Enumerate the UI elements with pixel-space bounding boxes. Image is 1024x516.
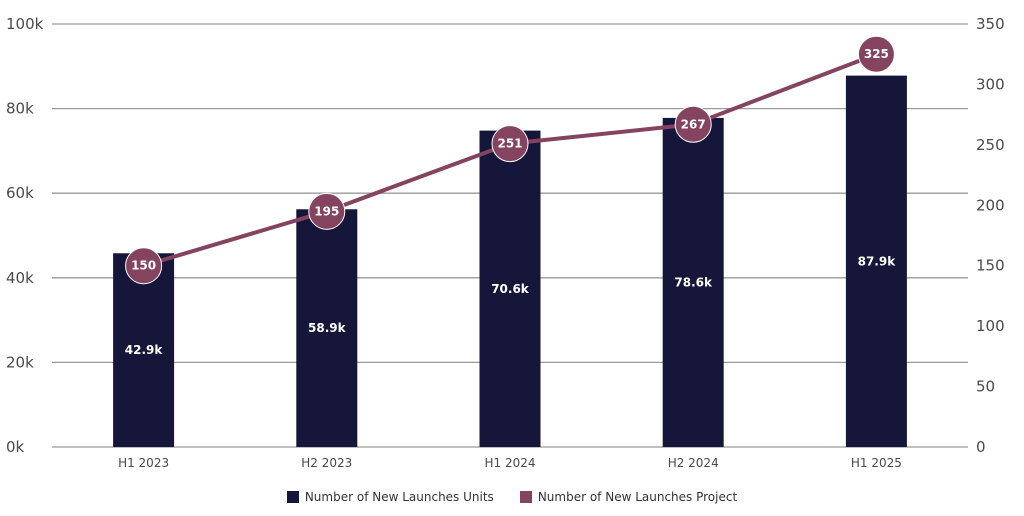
y-left-tick-label: 80k (6, 100, 34, 118)
line-data-label: 251 (497, 137, 522, 151)
bar-data-label: 58.9k (308, 321, 347, 335)
line-data-label: 195 (314, 204, 339, 218)
line-point (308, 192, 346, 230)
x-tick-label: H1 2024 (484, 456, 535, 470)
bar (296, 209, 358, 447)
legend-label-project: Number of New Launches Project (537, 490, 738, 504)
line-point (491, 125, 529, 163)
line-data-label: 267 (681, 117, 706, 131)
bar (662, 117, 724, 447)
y-right-tick-label: 100 (976, 317, 1005, 335)
bar-data-label: 42.9k (125, 343, 164, 357)
y-left-tick-label: 100k (6, 15, 44, 33)
legend-swatch-project (519, 491, 532, 503)
line-point (857, 35, 895, 73)
y-left-tick-label: 60k (6, 184, 34, 202)
y-left-tick-label: 40k (6, 269, 34, 287)
bar (479, 130, 541, 447)
y-left-tick-label: 0k (6, 438, 25, 456)
x-tick-label: H1 2025 (851, 456, 902, 470)
legend-item-project: Number of New Launches Project (519, 490, 738, 504)
y-right-tick-label: 50 (976, 378, 995, 396)
y-right-tick-label: 150 (976, 257, 1005, 275)
bar-data-label: 78.6k (674, 275, 713, 289)
bar-data-label: 70.6k (491, 282, 530, 296)
bar (113, 253, 175, 447)
line-point (125, 247, 163, 285)
bar (845, 75, 907, 447)
line-point (674, 105, 712, 143)
legend-swatch-units (286, 491, 299, 503)
bar-data-label: 87.9k (858, 254, 897, 268)
x-tick-label: H2 2024 (668, 456, 719, 470)
line-data-label: 325 (864, 47, 889, 61)
y-right-tick-label: 300 (976, 75, 1005, 93)
x-tick-label: H2 2023 (301, 456, 352, 470)
y-right-tick-label: 350 (976, 15, 1005, 33)
y-right-tick-label: 250 (976, 136, 1005, 154)
legend: Number of New Launches Units Number of N… (0, 490, 1024, 504)
line-data-label: 150 (131, 259, 156, 273)
y-right-tick-label: 0 (976, 438, 986, 456)
y-right-tick-label: 200 (976, 196, 1005, 214)
legend-label-units: Number of New Launches Units (304, 490, 494, 504)
y-left-tick-label: 20k (6, 353, 34, 371)
x-tick-label: H1 2023 (118, 456, 169, 470)
legend-item-units: Number of New Launches Units (286, 490, 494, 504)
